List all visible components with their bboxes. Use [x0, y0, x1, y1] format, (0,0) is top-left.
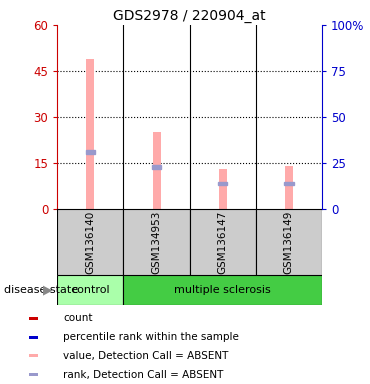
- Bar: [87, 59, 94, 209]
- Text: GSM136140: GSM136140: [85, 210, 95, 273]
- Text: GSM136147: GSM136147: [218, 210, 228, 274]
- Bar: [189, 209, 256, 275]
- Bar: [29, 373, 38, 376]
- Bar: [152, 165, 161, 169]
- Bar: [29, 317, 38, 320]
- Bar: [57, 209, 124, 275]
- Text: GSM136149: GSM136149: [284, 210, 294, 274]
- Text: GSM134953: GSM134953: [152, 210, 162, 274]
- Bar: [29, 336, 38, 339]
- Bar: [285, 166, 293, 209]
- Bar: [256, 209, 322, 275]
- Bar: [29, 354, 38, 358]
- Text: count: count: [63, 313, 92, 323]
- Bar: [284, 182, 293, 185]
- Text: percentile rank within the sample: percentile rank within the sample: [63, 332, 239, 342]
- Bar: [124, 209, 189, 275]
- Title: GDS2978 / 220904_at: GDS2978 / 220904_at: [113, 8, 266, 23]
- Bar: [124, 275, 322, 305]
- Text: value, Detection Call = ABSENT: value, Detection Call = ABSENT: [63, 351, 228, 361]
- Bar: [57, 275, 124, 305]
- Bar: [86, 150, 95, 154]
- Text: ▶: ▶: [43, 283, 53, 296]
- Bar: [218, 182, 228, 185]
- Text: rank, Detection Call = ABSENT: rank, Detection Call = ABSENT: [63, 370, 223, 380]
- Bar: [219, 169, 227, 209]
- Text: disease state: disease state: [4, 285, 78, 295]
- Text: control: control: [71, 285, 110, 295]
- Bar: [152, 132, 161, 209]
- Text: multiple sclerosis: multiple sclerosis: [174, 285, 271, 295]
